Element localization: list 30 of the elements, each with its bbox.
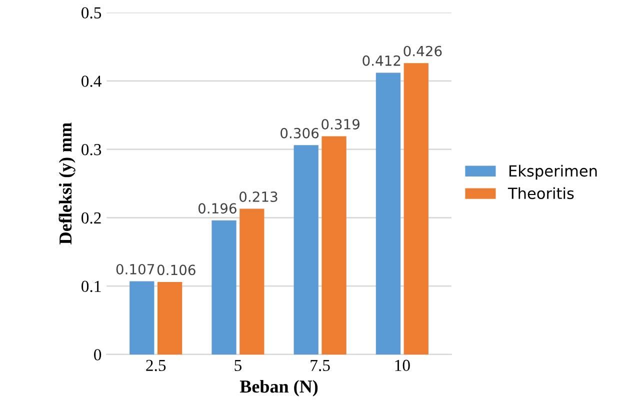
data-label: 0.306 bbox=[280, 128, 319, 138]
bar bbox=[240, 208, 264, 354]
y-tick-label: 0 bbox=[94, 349, 102, 360]
x-tick-label: 10 bbox=[395, 360, 410, 372]
y-tick-label: 0.4 bbox=[82, 76, 102, 87]
y-tick-label: 0.1 bbox=[82, 280, 101, 292]
x-tick-label: 2.5 bbox=[146, 360, 166, 372]
y-tick-label: 0.3 bbox=[82, 144, 102, 156]
x-axis-title: Beban (N) bbox=[240, 380, 318, 396]
x-tick-label: 7.5 bbox=[310, 360, 330, 372]
y-tick-label: 0.2 bbox=[82, 212, 101, 224]
data-label: 0.426 bbox=[404, 46, 442, 56]
x-tick-label: 5 bbox=[234, 360, 242, 372]
bar bbox=[294, 145, 318, 354]
bar bbox=[130, 281, 154, 354]
bar bbox=[157, 282, 182, 354]
y-tick-label: 0.5 bbox=[82, 7, 102, 19]
bar bbox=[212, 220, 236, 354]
bar bbox=[404, 63, 428, 354]
bar bbox=[376, 72, 401, 354]
data-label: 0.196 bbox=[198, 203, 236, 214]
data-label: 0.412 bbox=[362, 55, 400, 66]
data-label: 0.106 bbox=[157, 264, 196, 276]
data-label: 0.107 bbox=[116, 264, 154, 274]
legend-label: Theoritis bbox=[508, 187, 574, 200]
data-label: 0.213 bbox=[240, 191, 278, 202]
data-label: 0.319 bbox=[322, 118, 360, 130]
legend-label: Eksperimen bbox=[509, 164, 597, 180]
bar bbox=[322, 136, 346, 354]
y-axis-title: Defleksi (y) mm bbox=[58, 122, 76, 244]
